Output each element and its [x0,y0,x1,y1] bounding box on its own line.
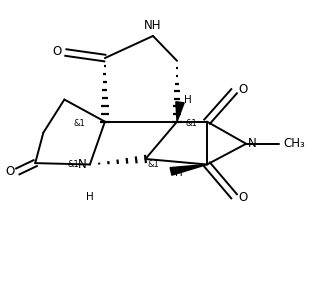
Polygon shape [176,102,184,122]
Text: NH: NH [144,19,162,32]
Text: &1: &1 [74,118,85,127]
Text: O: O [239,191,248,204]
Text: H: H [86,192,94,202]
Text: H: H [184,95,191,105]
Text: O: O [239,83,248,96]
Text: H: H [175,168,182,178]
Text: O: O [52,45,61,58]
Text: N: N [78,158,87,171]
Text: N: N [248,137,256,150]
Polygon shape [170,164,207,175]
Text: &1: &1 [67,160,79,169]
Text: O: O [6,165,15,178]
Text: &1: &1 [148,160,159,169]
Text: CH₃: CH₃ [284,137,305,150]
Text: &1: &1 [185,118,197,127]
